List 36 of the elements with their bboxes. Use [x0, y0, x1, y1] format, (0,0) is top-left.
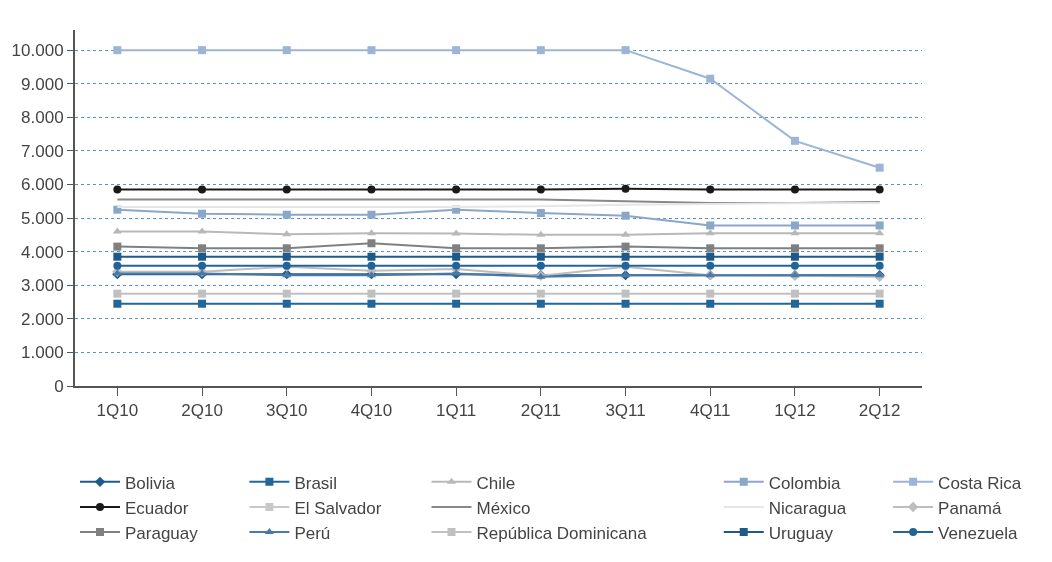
x-tick-label: 1Q10 — [96, 401, 139, 421]
legend-label: Ecuador — [125, 498, 189, 518]
y-tick-label: 2.000 — [21, 309, 64, 329]
y-tick-label: 4.000 — [21, 242, 64, 262]
legend-label: República Dominicana — [476, 523, 648, 543]
y-tick-label: 1.000 — [21, 343, 64, 363]
legend-label: Perú — [294, 523, 331, 543]
x-tick-label: 4Q10 — [350, 401, 393, 421]
legend-label: El Salvador — [294, 498, 382, 518]
x-tick-label: 3Q11 — [605, 401, 646, 421]
y-tick-label: 8.000 — [21, 108, 64, 128]
y-tick-label: 5.000 — [21, 209, 64, 229]
x-tick-label: 2Q10 — [181, 401, 223, 421]
y-tick-label: 10.000 — [11, 41, 64, 61]
y-tick-label: 6.000 — [21, 175, 64, 195]
y-tick-label: 3.000 — [21, 276, 64, 296]
y-tick-label: 9.000 — [21, 74, 64, 94]
x-tick-label: 4Q11 — [690, 401, 731, 421]
y-tick-label: 7.000 — [21, 141, 64, 161]
x-tick-label: 3Q10 — [265, 401, 308, 421]
legend-label: Panamá — [938, 498, 1002, 518]
legend-label: Brasil — [294, 473, 337, 493]
legend-label: Venezuela — [938, 523, 1019, 543]
legend-label: Costa Rica — [938, 473, 1022, 493]
legend-label: México — [476, 498, 531, 518]
legend-label: Uruguay — [768, 523, 834, 543]
x-tick-label: 1Q12 — [774, 401, 816, 421]
x-tick-label: 2Q11 — [520, 401, 562, 421]
legend-label: Colombia — [768, 473, 842, 493]
legend-label: Nicaragua — [768, 498, 847, 518]
legend-label: Paraguay — [125, 523, 199, 543]
legend-label: Bolivia — [125, 473, 176, 493]
y-tick-label: 0 — [54, 376, 64, 396]
legend-label: Chile — [476, 473, 516, 493]
x-tick-label: 2Q12 — [858, 401, 901, 421]
x-tick-label: 1Q11 — [435, 401, 477, 421]
